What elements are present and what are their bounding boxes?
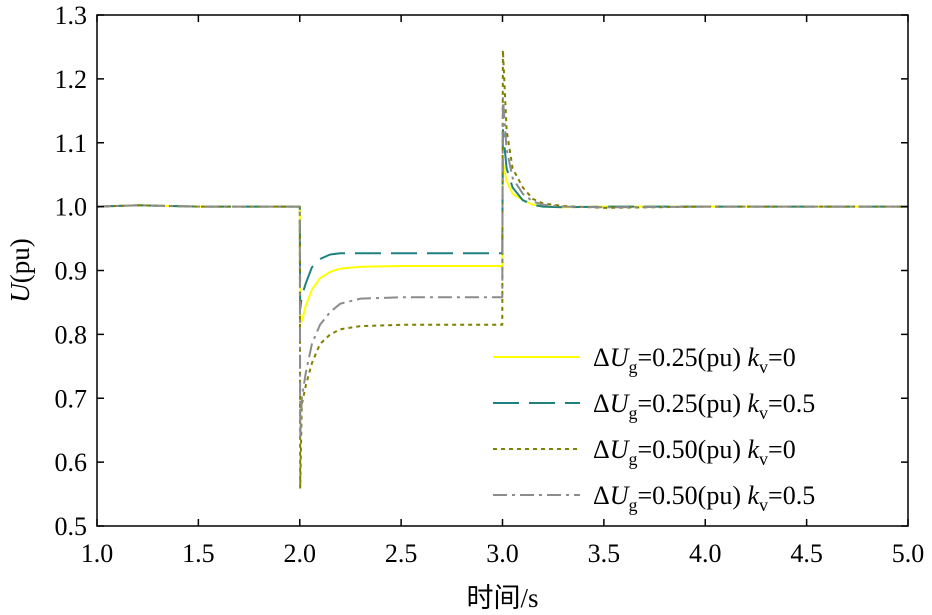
legend-label-4: ΔUg=0.50(pu) kv=0.5 bbox=[593, 481, 815, 515]
x-tick-label: 3.5 bbox=[588, 539, 621, 568]
y-tick-label: 0.7 bbox=[55, 384, 88, 413]
x-tick-label: 1.0 bbox=[81, 539, 114, 568]
x-tick-label: 4.5 bbox=[790, 539, 823, 568]
y-tick-label: 1.2 bbox=[55, 65, 88, 94]
y-tick-label: 1.1 bbox=[55, 129, 88, 158]
y-tick-label: 1.3 bbox=[55, 1, 88, 30]
x-tick-label: 1.5 bbox=[182, 539, 215, 568]
series-line-4 bbox=[96, 97, 908, 438]
series-layer bbox=[96, 49, 908, 489]
y-tick-label: 0.5 bbox=[55, 512, 88, 541]
legend-label-1: ΔUg=0.25(pu) kv=0 bbox=[593, 343, 796, 377]
x-tick-label: 4.0 bbox=[689, 539, 722, 568]
legend-label-2: ΔUg=0.25(pu) kv=0.5 bbox=[593, 389, 815, 423]
y-tick-label: 0.9 bbox=[55, 257, 88, 286]
x-tick-label: 5.0 bbox=[892, 539, 925, 568]
x-axis-title: 时间/s bbox=[466, 583, 538, 613]
x-tick-label: 2.5 bbox=[385, 539, 418, 568]
y-tick-label: 0.8 bbox=[55, 320, 88, 349]
tick-layer: 1.0 1.5 2.0 2.5 3.0 3.5 4.0 4.5 5.0 0.5 0.6 0.7 0.8 0… bbox=[55, 1, 925, 568]
legend-label-3: ΔUg=0.50(pu) kv=0 bbox=[593, 435, 796, 469]
legend: ΔUg=0.25(pu) kv=0 ΔUg=0.25(pu) kv=0.5 ΔUg=… bbox=[493, 343, 815, 515]
y-axis-title: U(pu) bbox=[5, 238, 35, 302]
x-tick-label: 2.0 bbox=[284, 539, 317, 568]
y-tick-label: 1.0 bbox=[55, 193, 88, 222]
x-tick-label: 3.0 bbox=[486, 539, 519, 568]
y-tick-label: 0.6 bbox=[55, 448, 88, 477]
